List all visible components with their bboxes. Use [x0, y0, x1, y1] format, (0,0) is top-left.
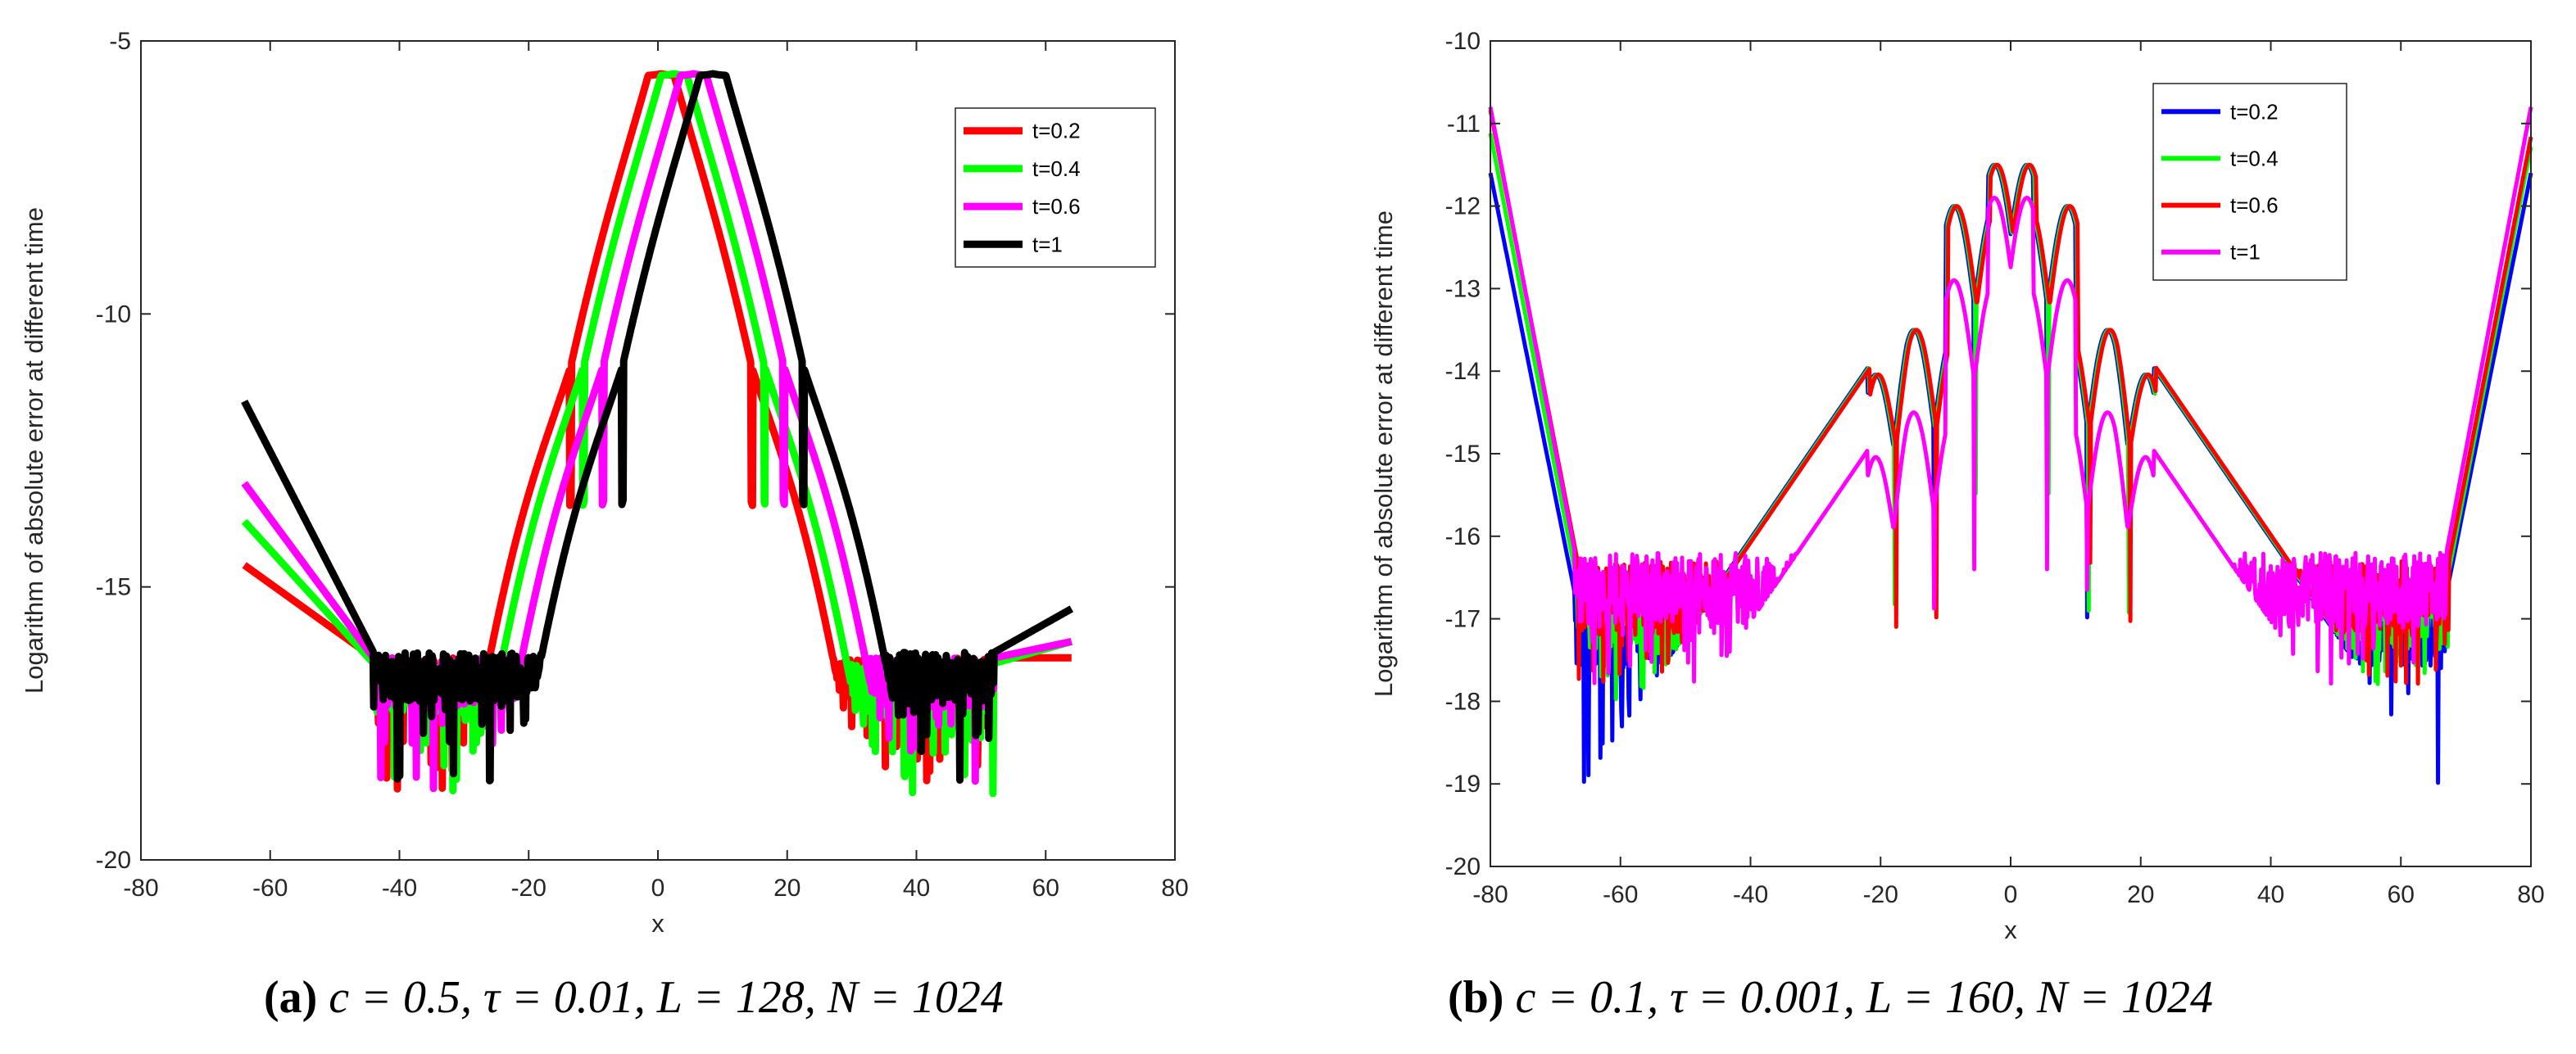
panel-a-ylabel: Logarithm of absolute error at different… — [20, 207, 48, 694]
panel-a-ytick-label: -10 — [96, 301, 131, 328]
caption-b-label: (b) — [1448, 972, 1504, 1023]
panel-b-xtick-label: 80 — [2517, 881, 2544, 908]
panel-b-ytick-label: -12 — [1445, 193, 1481, 220]
panel-a-series-line-t1 — [241, 70, 1075, 785]
panel-a-xtick-label: -20 — [511, 875, 546, 902]
panel-a-ytick-label: -15 — [96, 574, 131, 601]
panel-b-xtick-label: -20 — [1863, 881, 1898, 908]
panel-a-xtick-label: -40 — [382, 875, 417, 902]
panel-a-legend: t=0.2 t=0.4 t=0.6 t=1 — [955, 107, 1156, 268]
panel-a-xlabel: x — [651, 909, 664, 938]
panel-a-xtick-label: -60 — [252, 875, 288, 902]
panel-b-legend-entry: t=0.2 — [2230, 99, 2279, 124]
caption-a: (a) c = 0.5, τ = 0.01, L = 128, N = 1024 — [264, 971, 1004, 1024]
caption-b: (b) c = 0.1, τ = 0.001, L = 160, N = 102… — [1448, 971, 2213, 1024]
panel-b-xlabel: x — [2004, 916, 2017, 944]
panel-b-legend-box — [2152, 83, 2347, 281]
panel-a-legend-entry: t=1 — [1032, 232, 1063, 256]
panel-a-xtick-label: 40 — [903, 875, 930, 902]
panel-b-ytick-label: -14 — [1445, 358, 1481, 385]
panel-b-xtick-label: -60 — [1603, 881, 1638, 908]
panel-b-legend-entry: t=1 — [2230, 240, 2261, 265]
panel-b-ytick-label: -11 — [1447, 111, 1481, 138]
panel-a-xtick-label: 80 — [1161, 875, 1188, 902]
chart-panel-b: -80 -60 -40 -20 0 20 40 60 80 -10 -11 -12 -13 -14 -15 -… — [1369, 28, 2545, 944]
panel-b-xtick-label: 60 — [2388, 881, 2415, 908]
panel-a-ytick-label: -20 — [96, 847, 131, 874]
panel-a-legend-entry: t=0.6 — [1032, 194, 1081, 219]
caption-a-label: (a) — [264, 972, 318, 1023]
panel-a-xtick-label: 60 — [1032, 875, 1059, 902]
panel-b-xtick-label: -40 — [1733, 881, 1768, 908]
panel-a-xtick-label: 20 — [773, 875, 800, 902]
panel-a-legend-entry: t=0.4 — [1032, 156, 1081, 181]
panel-b-ytick-label: -10 — [1445, 28, 1481, 55]
panel-b-series-line-t1 — [1488, 106, 2533, 686]
panel-a-xtick-label: 0 — [651, 875, 665, 902]
panel-a-ytick-label: -5 — [109, 28, 131, 55]
panel-b-xtick-label: -80 — [1472, 881, 1508, 908]
panel-b-xtick-label: 40 — [2257, 881, 2284, 908]
panel-b-axes-box — [1490, 40, 2532, 867]
panel-b-legend-entry: t=0.6 — [2230, 193, 2279, 218]
chart-panel-a: -80 -60 -40 -20 0 20 40 60 80 -5 -10 -15 -20 x Logarit… — [20, 28, 1189, 938]
panel-a-xtick-label: -80 — [123, 875, 158, 902]
panel-b-ytick-label: -17 — [1445, 606, 1481, 633]
panel-b-ytick-label: -16 — [1445, 523, 1481, 550]
caption-b-text: c = 0.1, τ = 0.001, L = 160, N = 1024 — [1503, 972, 2213, 1023]
panel-a-legend-entry: t=0.2 — [1032, 119, 1081, 143]
panel-b-ytick-label: -18 — [1445, 688, 1481, 715]
panel-b-ytick-label: -13 — [1445, 275, 1481, 302]
panel-b-ytick-label: -20 — [1445, 853, 1481, 880]
panel-b-ytick-label: -15 — [1445, 441, 1481, 468]
panel-b-xtick-label: 20 — [2127, 881, 2154, 908]
caption-a-text: c = 0.5, τ = 0.01, L = 128, N = 1024 — [317, 972, 1004, 1023]
panel-b-legend: t=0.2 t=0.4 t=0.6 t=1 — [2152, 83, 2347, 281]
panel-a-legend-box — [955, 107, 1156, 268]
panel-b-ylabel: Logarithm of absolute error at different… — [1369, 210, 1398, 697]
panel-b-ytick-label: -19 — [1445, 771, 1481, 798]
panel-b-legend-entry: t=0.4 — [2230, 146, 2279, 170]
panel-b-xtick-label: 0 — [2004, 881, 2018, 908]
